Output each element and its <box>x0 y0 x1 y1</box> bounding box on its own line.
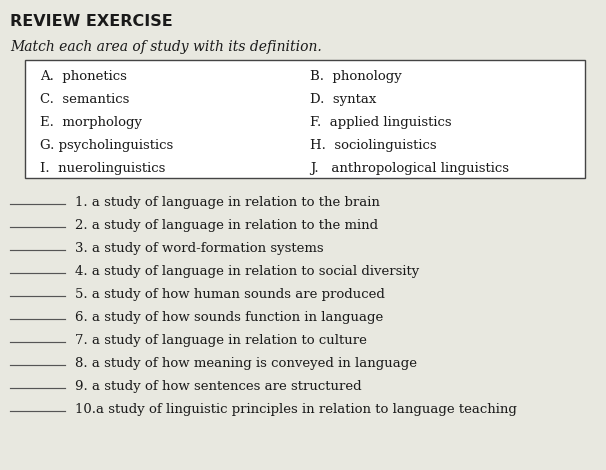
Text: G. psycholinguistics: G. psycholinguistics <box>40 139 173 152</box>
Text: F.  applied linguistics: F. applied linguistics <box>310 116 451 129</box>
Text: D.  syntax: D. syntax <box>310 93 376 106</box>
Text: 5. a study of how human sounds are produced: 5. a study of how human sounds are produ… <box>75 288 385 301</box>
Text: 6. a study of how sounds function in language: 6. a study of how sounds function in lan… <box>75 311 383 324</box>
Bar <box>25 60 585 178</box>
Text: 10.a study of linguistic principles in relation to language teaching: 10.a study of linguistic principles in r… <box>75 403 517 416</box>
Text: 4. a study of language in relation to social diversity: 4. a study of language in relation to so… <box>75 265 419 278</box>
Text: E.  morphology: E. morphology <box>40 116 142 129</box>
Text: 7. a study of language in relation to culture: 7. a study of language in relation to cu… <box>75 334 367 347</box>
Text: B.  phonology: B. phonology <box>310 70 402 83</box>
Text: 1. a study of language in relation to the brain: 1. a study of language in relation to th… <box>75 196 380 209</box>
Text: H.  sociolinguistics: H. sociolinguistics <box>310 139 437 152</box>
Text: REVIEW EXERCISE: REVIEW EXERCISE <box>10 14 173 29</box>
Text: A.  phonetics: A. phonetics <box>40 70 127 83</box>
Text: 2. a study of language in relation to the mind: 2. a study of language in relation to th… <box>75 219 378 232</box>
Text: 8. a study of how meaning is conveyed in language: 8. a study of how meaning is conveyed in… <box>75 357 417 370</box>
Text: I.  nuerolinguistics: I. nuerolinguistics <box>40 162 165 175</box>
Text: 3. a study of word-formation systems: 3. a study of word-formation systems <box>75 242 324 255</box>
Text: Match each area of study with its definition.: Match each area of study with its defini… <box>10 40 322 54</box>
Text: 9. a study of how sentences are structured: 9. a study of how sentences are structur… <box>75 380 362 393</box>
Text: J.   anthropological linguistics: J. anthropological linguistics <box>310 162 509 175</box>
Text: C.  semantics: C. semantics <box>40 93 129 106</box>
